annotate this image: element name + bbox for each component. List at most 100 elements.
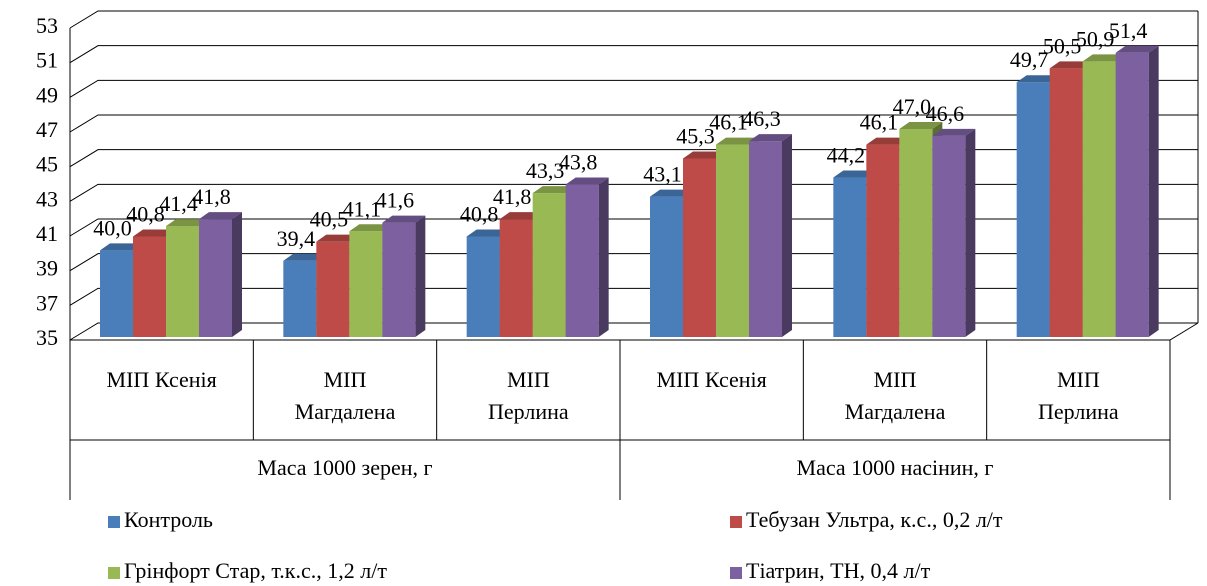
bar — [316, 241, 350, 337]
grid-line — [69, 287, 1198, 306]
bar — [466, 236, 500, 337]
bar — [499, 219, 533, 337]
value-label: 40,0 — [93, 215, 132, 240]
group-label: Маса 1000 зерен, г — [257, 455, 432, 480]
value-label: 49,7 — [1010, 47, 1049, 72]
bar — [932, 135, 966, 337]
bar — [1049, 68, 1083, 337]
grid-line — [69, 79, 1198, 98]
bar — [283, 260, 317, 337]
y-tick-label: 53 — [36, 13, 58, 38]
bar-top — [532, 186, 576, 194]
bar-side — [965, 128, 976, 337]
value-label: 46,1 — [860, 110, 899, 135]
bar-top — [650, 189, 693, 197]
value-label: 51,4 — [1109, 18, 1148, 43]
x-tick-label: МІП Магдалена — [845, 367, 946, 424]
grid-line — [69, 10, 1198, 29]
value-label: 46,6 — [926, 101, 965, 126]
bar — [565, 184, 599, 337]
bar — [1115, 52, 1149, 337]
bar — [899, 129, 933, 337]
legend-swatch — [108, 516, 120, 528]
value-label: 41,8 — [493, 184, 532, 209]
bar-top — [316, 234, 360, 242]
bar-side — [415, 215, 426, 337]
x-tick-label: МІП Ксенія — [107, 367, 217, 392]
y-tick-label: 51 — [36, 48, 58, 73]
legend-swatch — [108, 567, 120, 579]
bar-top — [133, 229, 176, 237]
bar-top — [1115, 45, 1159, 53]
y-tick-label: 47 — [36, 117, 58, 142]
value-label: 44,2 — [827, 143, 866, 168]
bar-top — [283, 253, 327, 261]
grid-line — [69, 114, 1198, 133]
value-label: 41,8 — [192, 184, 231, 209]
value-label: 43,8 — [559, 150, 598, 175]
bar — [1082, 61, 1116, 338]
grid-line — [69, 322, 1198, 341]
bar — [1016, 82, 1050, 337]
bar — [349, 231, 383, 337]
legend-label: Грінфорт Стар, т.к.с., 1,2 л/т — [124, 558, 387, 583]
bar-top — [683, 151, 726, 159]
value-label: 41,1 — [343, 196, 382, 221]
grid-line — [69, 253, 1198, 272]
bar — [100, 250, 133, 337]
bar-top — [199, 212, 242, 220]
legend-swatch — [730, 516, 742, 528]
value-label: 41,6 — [376, 188, 415, 213]
bar-top — [100, 243, 143, 251]
y-tick-label: 49 — [36, 82, 58, 107]
bar-top — [1082, 54, 1126, 62]
legend-label: Тебузан Ультра, к.с., 0,2 л/т — [746, 507, 1003, 532]
y-tick-label: 39 — [36, 256, 58, 281]
group-label: Маса 1000 насінин, г — [797, 455, 994, 480]
bar-top — [866, 137, 910, 145]
bar-top — [716, 137, 759, 145]
bar — [650, 196, 683, 337]
bar — [833, 177, 867, 337]
value-label: 43,3 — [526, 158, 565, 183]
value-label: 50,9 — [1076, 26, 1115, 51]
y-tick-label: 41 — [36, 221, 58, 246]
bar-top — [499, 212, 543, 220]
bar-side — [782, 134, 792, 337]
x-tick-label: МІП Магдалена — [295, 367, 396, 424]
bar-side — [1148, 45, 1159, 337]
value-label: 43,1 — [643, 162, 682, 187]
grid-line — [69, 218, 1198, 237]
grid-line — [69, 45, 1198, 64]
bar — [382, 222, 416, 337]
bar-top — [749, 134, 792, 142]
bar-top — [932, 128, 976, 136]
bar-side — [598, 177, 609, 337]
value-label: 47,0 — [893, 94, 932, 119]
y-tick-label: 35 — [36, 325, 58, 350]
y-tick-label: 37 — [36, 290, 58, 315]
bar-top — [166, 219, 209, 227]
value-label: 50,5 — [1043, 33, 1082, 58]
bar — [199, 219, 232, 337]
x-tick-label: МІП Перлина — [488, 367, 569, 424]
value-label: 40,8 — [460, 202, 499, 227]
bar-top — [833, 170, 877, 178]
value-label: 40,8 — [126, 202, 165, 227]
value-label: 39,4 — [277, 226, 316, 251]
bar-top — [1049, 61, 1093, 69]
legend-swatch — [730, 567, 742, 579]
bar — [749, 141, 782, 337]
value-label: 46,1 — [709, 110, 748, 135]
grid-line — [69, 183, 1198, 202]
value-label: 45,3 — [676, 124, 715, 149]
x-tick-label: МІП Перлина — [1038, 367, 1119, 424]
bar — [532, 193, 566, 337]
x-tick-label: МІП Ксенія — [657, 367, 767, 392]
grid-line — [69, 149, 1198, 168]
y-tick-label: 43 — [36, 186, 58, 211]
y-tick-label: 45 — [36, 152, 58, 177]
value-label: 41,4 — [159, 191, 198, 216]
value-label: 46,3 — [742, 106, 781, 131]
